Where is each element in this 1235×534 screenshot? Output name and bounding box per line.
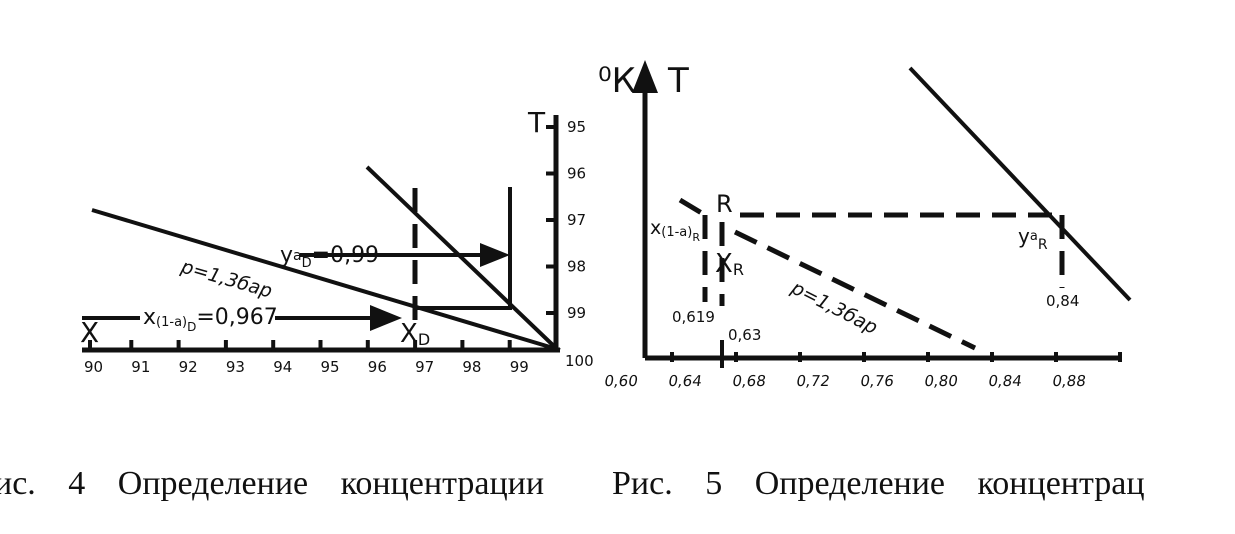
t-tick-label: 98 [567,258,586,276]
x-tick-label: 95 [321,358,340,376]
t-tick-label: 95 [567,118,586,136]
x-label: X [80,316,99,349]
x-tick-label: 0,84 [987,372,1023,390]
x-tick-label: 99 [510,358,529,376]
vapor-line [908,66,1132,302]
x-tick-label: 91 [131,358,150,376]
arrow-head [480,243,510,267]
ya-label: yaD=0,99 [280,243,379,271]
axis-arrow [632,60,658,93]
caption: ис. 4 Определение концентрации [0,465,544,502]
x-tick-label: 0,80 [923,372,959,390]
t-tick-label: 97 [567,211,586,229]
x-tick-label: 93 [226,358,245,376]
label-bg [140,300,275,328]
figure-5: 0,60 0,64 0,68 0,72 0,76 0,80 0,84 0,88 ⁰К T R … [598,60,1132,390]
xa-label: x(1-a)R [650,217,700,244]
arrow-head [370,305,402,331]
x-tick-label: 98 [462,358,481,376]
pressure-line [91,208,561,352]
t-label: T [527,106,546,139]
xa-label: x(1-a)D=0,967 [143,305,278,334]
x-tick-label: 0,68 [731,372,767,390]
xd-label: XD [400,319,430,349]
steep-line [365,165,560,352]
figure-4: 90 91 92 93 94 95 96 97 98 99 95 96 97 98 99 X T 100 p… [80,106,594,376]
x-tick-label: 97 [415,358,434,376]
x-tick-label: 0,72 [795,372,831,390]
corner-label: 100 [565,352,594,370]
x-tick-label: 90 [84,358,103,376]
pressure-label: p=1,3бар [178,255,275,302]
x-tick-label: 0,76 [859,372,895,390]
xr-label: XR [715,249,744,279]
t-tick-label: 99 [567,304,586,322]
t-label: T [667,61,689,101]
x-tick-label: 0,64 [667,372,703,390]
unit-label: ⁰К [598,61,636,101]
pressure-label: p=1,3бар [787,276,881,339]
t-tick-label: 96 [567,165,586,183]
x-tick-label: 96 [368,358,387,376]
x-tick-label: 94 [273,358,292,376]
value-0619: 0,619 [672,308,715,326]
r-label: R [716,190,733,218]
caption: Рис. 5 Определение концентрац [612,465,1145,502]
x-tick-label: 92 [179,358,198,376]
value-063: 0,63 [728,326,761,344]
x-tick-label: 0,88 [1051,372,1087,390]
dashed-curve [678,197,977,351]
value-084: 0,84 [1046,292,1079,310]
ya-label: yaR [1018,224,1048,253]
x-tick-label: 0,60 [603,372,639,390]
